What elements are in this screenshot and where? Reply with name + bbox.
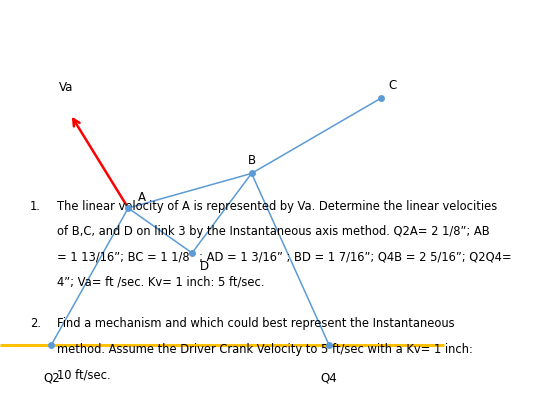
Text: method. Assume the Driver Crank Velocity to 5 ft/sec with a Kv= 1 inch:: method. Assume the Driver Crank Velocity…: [57, 343, 473, 356]
Text: of B,C, and D on link 3 by the Instantaneous axis method. Q2A= 2 1/8”; AB: of B,C, and D on link 3 by the Instantan…: [57, 225, 490, 238]
Text: 2.: 2.: [30, 317, 41, 330]
Text: 4”; Va= ft /sec. Kv= 1 inch: 5 ft/sec.: 4”; Va= ft /sec. Kv= 1 inch: 5 ft/sec.: [57, 276, 265, 289]
Text: B: B: [247, 154, 256, 167]
Text: Va: Va: [58, 81, 73, 94]
Text: A: A: [138, 191, 146, 204]
Text: 1.: 1.: [30, 200, 41, 213]
Text: The linear velocity of A is represented by Va. Determine the linear velocities: The linear velocity of A is represented …: [57, 200, 497, 213]
Text: Find a mechanism and which could best represent the Instantaneous: Find a mechanism and which could best re…: [57, 317, 454, 330]
Text: = 1 13/16”; BC = 1 1/8” ; AD = 1 3/16” ; BD = 1 7/16”; Q4B = 2 5/16”; Q2Q4=: = 1 13/16”; BC = 1 1/8” ; AD = 1 3/16” ;…: [57, 251, 511, 264]
Text: C: C: [388, 79, 397, 92]
Text: Q4: Q4: [321, 371, 337, 384]
Text: D: D: [200, 260, 209, 273]
Text: 10 ft/sec.: 10 ft/sec.: [57, 368, 110, 381]
Text: Q2: Q2: [43, 371, 60, 384]
